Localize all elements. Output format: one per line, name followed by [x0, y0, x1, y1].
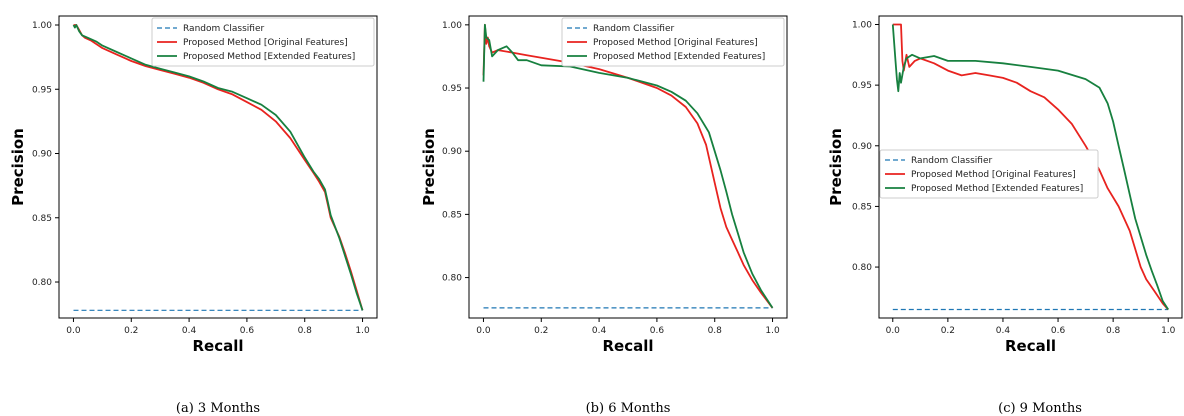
y-tick-label: 0.90 [32, 150, 52, 160]
x-tick-label: 0.0 [476, 326, 491, 336]
legend-label-3: Proposed Method [Extended Features] [183, 52, 355, 62]
x-tick-label: 0.6 [1051, 326, 1066, 336]
legend-label-1: Random Classifier [183, 24, 265, 34]
panel-caption: (b) 6 Months [586, 401, 671, 416]
legend-box [879, 149, 1099, 199]
x-tick-label: 0.0 [886, 326, 901, 336]
legend: Random Classifier Proposed Method [Origin… [879, 149, 1099, 199]
plot-frame [878, 15, 1183, 319]
legend-box [561, 17, 785, 67]
panel-caption: (a) 3 Months [176, 401, 260, 416]
y-tick-label: 0.85 [852, 202, 872, 212]
x-tick-label: 0.4 [996, 326, 1011, 336]
legend-label-2: Proposed Method [Original Features] [911, 170, 1076, 180]
y-tick-label: 1.00 [442, 21, 462, 31]
legend-label-1: Random Classifier [593, 24, 675, 34]
x-axis-title: Recall [602, 337, 653, 355]
legend: Random Classifier Proposed Method [Origin… [561, 17, 785, 67]
series-line-2 [482, 23, 774, 309]
legend-label-3: Proposed Method [Extended Features] [593, 52, 765, 62]
legend-label-3: Proposed Method [Extended Features] [911, 184, 1083, 194]
y-axis-title: Precision [420, 128, 438, 206]
x-tick-label: 1.0 [765, 326, 780, 336]
y-tick-label: 0.80 [32, 278, 52, 288]
x-tick-label: 0.0 [66, 326, 81, 336]
y-tick-label: 1.00 [32, 21, 52, 31]
x-tick-label: 0.4 [182, 326, 197, 336]
series-line-2 [892, 23, 1169, 311]
x-tick-label: 0.6 [650, 326, 665, 336]
y-tick-label: 0.90 [852, 142, 872, 152]
chart-panel-2: 0.0 0.2 0.4 0.6 0.8 1.0 0.80 0.85 0.90 0.95 1.00 Re… [420, 15, 788, 416]
x-tick-label: 0.6 [240, 326, 255, 336]
series-line-3 [891, 24, 1169, 310]
series-line-3 [72, 24, 364, 311]
y-tick-label: 1.00 [852, 20, 872, 30]
plot-frame [468, 15, 788, 319]
legend-label-2: Proposed Method [Original Features] [593, 38, 758, 48]
x-tick-label: 0.4 [592, 326, 607, 336]
legend-label-1: Random Classifier [911, 156, 993, 166]
legend: Random Classifier Proposed Method [Origin… [151, 17, 375, 67]
x-tick-label: 1.0 [1161, 326, 1176, 336]
x-tick-label: 0.8 [708, 326, 723, 336]
x-tick-label: 0.2 [941, 326, 955, 336]
y-tick-label: 0.95 [442, 84, 462, 94]
y-tick-label: 0.80 [852, 263, 872, 273]
panel-caption: (c) 9 Months [998, 401, 1082, 416]
y-tick-label: 0.95 [852, 81, 872, 91]
chart-panel-3: 0.0 0.2 0.4 0.6 0.8 1.0 0.80 0.85 0.90 0.95 1.00 Re… [827, 15, 1183, 416]
x-axis-title: Recall [1005, 337, 1056, 355]
y-axis-title: Precision [9, 128, 27, 206]
legend-label-2: Proposed Method [Original Features] [183, 38, 348, 48]
x-tick-label: 0.8 [298, 326, 313, 336]
x-axis-title: Recall [192, 337, 243, 355]
y-tick-label: 0.85 [442, 210, 462, 220]
series-line-3 [482, 23, 774, 309]
x-tick-label: 0.2 [534, 326, 548, 336]
y-tick-label: 0.95 [32, 85, 52, 95]
legend-box [151, 17, 375, 67]
y-axis-title: Precision [827, 128, 845, 206]
y-tick-label: 0.90 [442, 147, 462, 157]
y-tick-label: 0.85 [32, 214, 52, 224]
plot-frame [58, 15, 378, 319]
y-tick-label: 0.80 [442, 274, 462, 284]
series-line-2 [73, 24, 364, 311]
x-tick-label: 0.2 [124, 326, 138, 336]
chart-panel-1: 0.0 0.2 0.4 0.6 0.8 1.0 0.80 0.85 0.90 0.95 1.00 Re… [9, 15, 378, 416]
x-tick-label: 0.8 [1106, 326, 1121, 336]
x-tick-label: 1.0 [355, 326, 370, 336]
